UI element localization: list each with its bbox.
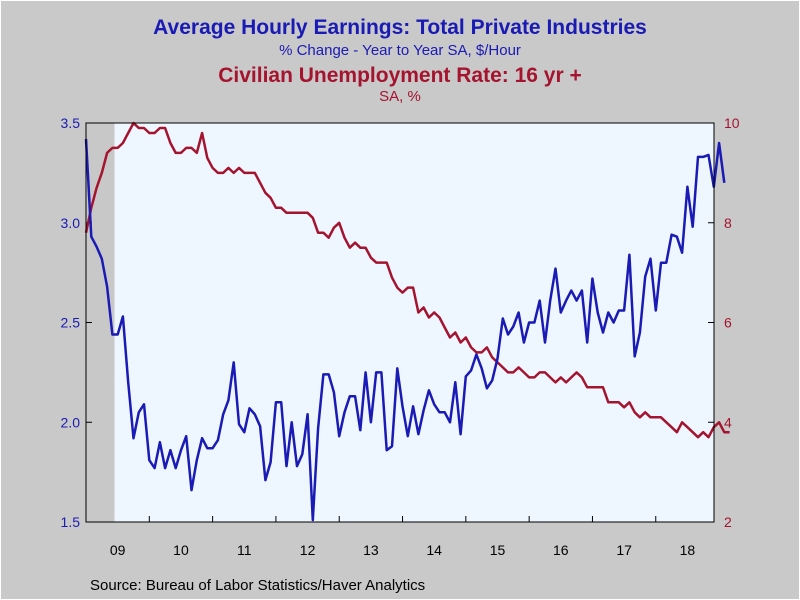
left-tick-label: 3.5 xyxy=(61,115,81,131)
x-tick-label: 17 xyxy=(616,542,632,558)
x-tick-label: 15 xyxy=(490,542,506,558)
x-tick-label: 18 xyxy=(680,542,696,558)
right-tick-label: 6 xyxy=(724,315,732,331)
left-tick-label: 2.5 xyxy=(61,315,81,331)
series-unemployment-line xyxy=(84,121,730,439)
plot-border xyxy=(85,122,715,523)
x-tick-label: 12 xyxy=(300,542,316,558)
series-earnings-line xyxy=(84,138,726,522)
right-axis: 2 4 6 8 10 xyxy=(708,115,740,530)
chart-title: Average Hourly Earnings: Total Private I… xyxy=(153,16,647,39)
left-tick-label: 2.0 xyxy=(61,414,81,430)
x-tick-label: 14 xyxy=(426,542,442,558)
x-tick-label: 10 xyxy=(173,542,189,558)
x-tick-label: 09 xyxy=(110,542,126,558)
x-axis: 09 10 11 12 13 14 15 16 17 18 xyxy=(110,516,696,558)
left-tick-label: 3.0 xyxy=(61,215,81,231)
chart-subtitle: % Change - Year to Year SA, $/Hour xyxy=(279,42,521,59)
chart-title-2: Civilian Unemployment Rate: 16 yr + xyxy=(218,64,582,87)
right-tick-label: 10 xyxy=(724,115,740,131)
chart-subtitle-2: SA, % xyxy=(379,88,421,105)
right-tick-label: 2 xyxy=(724,514,732,530)
left-tick-label: 1.5 xyxy=(61,514,81,530)
x-tick-label: 16 xyxy=(553,542,569,558)
x-tick-label: 13 xyxy=(363,542,379,558)
right-tick-label: 4 xyxy=(724,414,732,430)
plot-area xyxy=(85,122,715,523)
right-tick-label: 8 xyxy=(724,215,732,231)
x-tick-label: 11 xyxy=(237,542,252,558)
source-note: Source: Bureau of Labor Statistics/Haver… xyxy=(90,577,426,594)
